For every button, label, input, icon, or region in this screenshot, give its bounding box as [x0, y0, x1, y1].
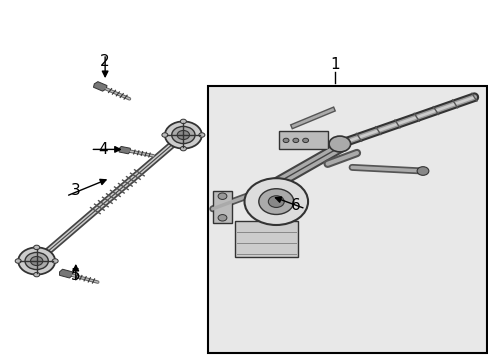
Text: 1: 1 — [329, 57, 339, 72]
Circle shape — [258, 189, 293, 215]
Circle shape — [18, 247, 55, 275]
Circle shape — [218, 193, 226, 199]
Circle shape — [177, 130, 189, 140]
Polygon shape — [93, 82, 107, 91]
Circle shape — [199, 133, 204, 137]
Circle shape — [34, 245, 40, 249]
Circle shape — [244, 178, 307, 225]
Circle shape — [164, 121, 202, 149]
Bar — [212, 191, 232, 223]
Circle shape — [34, 273, 40, 277]
Polygon shape — [60, 269, 72, 278]
Bar — [207, 86, 486, 353]
Circle shape — [268, 196, 284, 207]
Circle shape — [30, 256, 43, 266]
Circle shape — [162, 133, 167, 137]
Circle shape — [218, 215, 226, 221]
Circle shape — [292, 138, 298, 143]
Circle shape — [15, 259, 21, 263]
Bar — [234, 221, 298, 257]
Circle shape — [52, 259, 58, 263]
Text: 4: 4 — [98, 142, 107, 157]
Text: 6: 6 — [290, 198, 300, 213]
Text: 5: 5 — [71, 268, 81, 283]
Bar — [278, 131, 327, 149]
Circle shape — [302, 138, 308, 143]
Circle shape — [180, 119, 186, 123]
Text: 3: 3 — [71, 183, 81, 198]
Circle shape — [328, 136, 350, 152]
Text: 2: 2 — [100, 54, 110, 69]
Circle shape — [25, 252, 48, 270]
Circle shape — [416, 167, 428, 175]
Circle shape — [283, 138, 288, 143]
Circle shape — [180, 147, 186, 151]
Polygon shape — [119, 147, 130, 154]
Circle shape — [171, 126, 195, 144]
